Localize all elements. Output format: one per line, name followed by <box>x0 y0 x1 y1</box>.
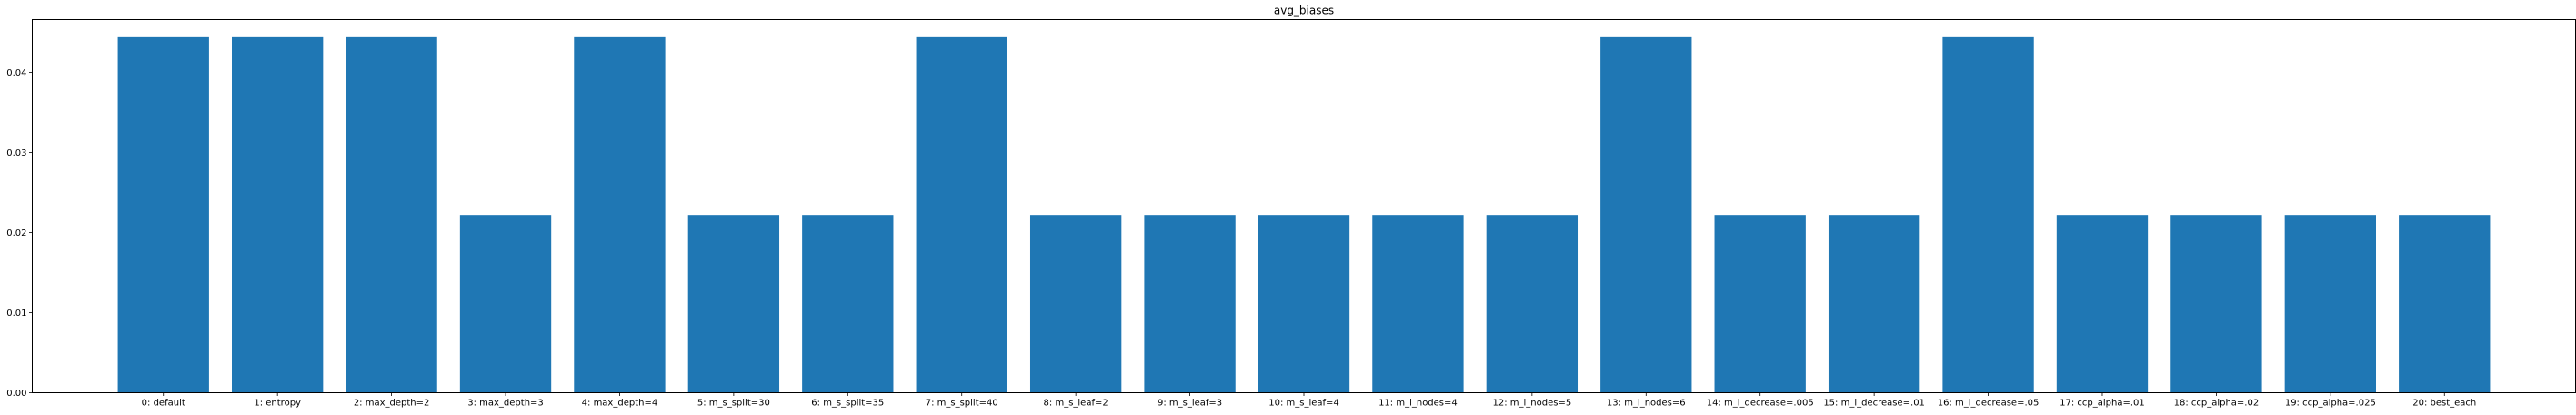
x-tick-label-17: 17: ccp_alpha=.01 <box>2060 399 2145 409</box>
y-axis: 0.00 0.01 0.02 0.03 0.04 <box>6 68 33 399</box>
x-tick-label-6: 6: m_s_split=35 <box>811 399 884 409</box>
x-tick-label-3: 3: max_depth=3 <box>467 399 544 409</box>
x-tick-label-4: 4: max_depth=4 <box>582 399 658 409</box>
y-tick-label-1: 0.01 <box>6 309 26 319</box>
y-tick-label-3: 0.03 <box>6 148 26 158</box>
bar-16 <box>1942 36 2034 393</box>
y-tick-label-4: 0.04 <box>6 68 26 78</box>
bar-14 <box>1714 215 1806 393</box>
x-tick-label-15: 15: m_i_decrease=.01 <box>1823 399 1925 409</box>
x-tick-label-12: 12: m_l_nodes=5 <box>1493 399 1572 409</box>
x-tick-label-0: 0: default <box>142 399 185 409</box>
x-tick-label-19: 19: ccp_alpha=.025 <box>2285 399 2376 409</box>
bar-20 <box>2399 215 2491 393</box>
bar-19 <box>2284 215 2376 393</box>
x-tick-label-20: 20: best_each <box>2412 399 2476 409</box>
bar-12 <box>1486 215 1579 393</box>
bar-13 <box>1600 36 1692 393</box>
x-tick-label-7: 7: m_s_split=40 <box>926 399 998 409</box>
x-tick-label-16: 16: m_i_decrease=.05 <box>1938 399 2040 409</box>
bar-9 <box>1144 215 1236 393</box>
bar-3 <box>459 215 552 393</box>
y-tick-label-0: 0.00 <box>6 389 26 399</box>
bar-5 <box>687 215 780 393</box>
x-axis: 0: default 1: entropy 2: max_depth=2 3: max… <box>142 392 2476 409</box>
x-tick-label-18: 18: ccp_alpha=.02 <box>2174 399 2260 409</box>
bar-0 <box>117 36 209 393</box>
y-tick-label-2: 0.02 <box>6 228 26 238</box>
bar-4 <box>574 36 666 393</box>
bar-17 <box>2056 215 2149 393</box>
bar-1 <box>232 36 324 393</box>
bar-18 <box>2170 215 2262 393</box>
bar-15 <box>1828 215 1920 393</box>
x-tick-label-14: 14: m_i_decrease=.005 <box>1707 399 1814 409</box>
bar-8 <box>1029 215 1122 393</box>
x-tick-label-8: 8: m_s_leaf=2 <box>1044 399 1108 409</box>
bar-6 <box>802 215 894 393</box>
x-tick-label-2: 2: max_depth=2 <box>354 399 430 409</box>
x-tick-label-11: 11: m_l_nodes=4 <box>1378 399 1458 409</box>
x-tick-label-10: 10: m_s_leaf=4 <box>1268 399 1339 409</box>
chart-title: avg_biases <box>1274 5 1334 17</box>
x-tick-label-5: 5: m_s_split=30 <box>697 399 770 409</box>
x-tick-label-13: 13: m_l_nodes=6 <box>1607 399 1686 409</box>
bar-2 <box>346 36 437 393</box>
bar-11 <box>1372 215 1464 393</box>
x-tick-label-9: 9: m_s_leaf=3 <box>1158 399 1222 409</box>
x-tick-label-1: 1: entropy <box>254 399 301 409</box>
bars-group <box>117 36 2491 393</box>
bar-7 <box>916 36 1007 393</box>
bar-10 <box>1258 215 1350 393</box>
